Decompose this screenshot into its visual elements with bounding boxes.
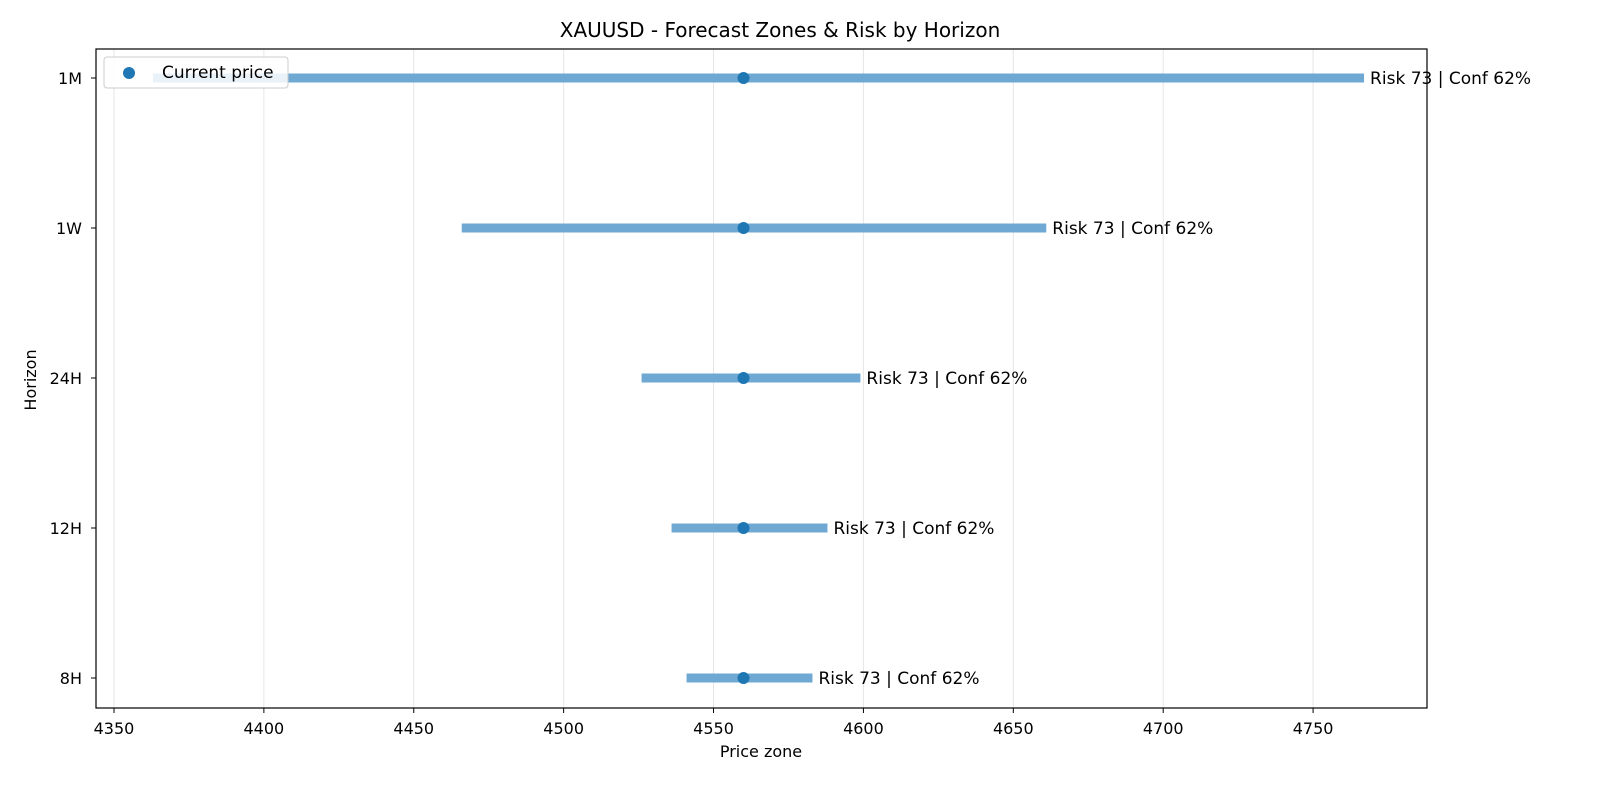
marker-layer xyxy=(737,72,750,684)
annotation-layer: Risk 73 | Conf 62% Risk 73 | Conf 62% Risk… xyxy=(818,69,1531,689)
y-tick-label: 1M xyxy=(58,69,82,88)
annotation-12h: Risk 73 | Conf 62% xyxy=(833,519,994,539)
annotation-1w: Risk 73 | Conf 62% xyxy=(1052,219,1213,239)
legend-marker xyxy=(123,67,135,79)
x-tick-label: 4600 xyxy=(843,719,884,738)
y-tick-label: 12H xyxy=(50,519,82,538)
range-bar-24h xyxy=(641,373,861,383)
range-layer xyxy=(152,73,1365,683)
y-ticks: 8H 12H 24H 1W 1M xyxy=(50,69,96,688)
current-price-marker-12h xyxy=(737,522,750,534)
y-tick-label: 1W xyxy=(56,219,82,238)
legend-box xyxy=(103,56,289,89)
x-ticks: 4350 4400 4450 4500 4550 4600 4650 4700 4750 xyxy=(94,708,1334,738)
x-tick-label: 4500 xyxy=(543,719,584,738)
current-price-marker-1w xyxy=(737,222,750,234)
x-tick-label: 4650 xyxy=(993,719,1034,738)
range-bar-1w xyxy=(461,223,1047,233)
x-tick-label: 4550 xyxy=(693,719,734,738)
x-tick-label: 4400 xyxy=(244,719,285,738)
range-bar-1m xyxy=(152,73,1365,83)
annotation-8h: Risk 73 | Conf 62% xyxy=(818,669,979,689)
x-tick-label: 4700 xyxy=(1143,719,1184,738)
current-price-marker-8h xyxy=(737,672,750,684)
y-axis-label: Horizon xyxy=(21,349,40,410)
chart-title: XAUUSD - Forecast Zones & Risk by Horizo… xyxy=(560,18,1001,42)
y-tick-label: 24H xyxy=(50,369,82,388)
x-tick-label: 4350 xyxy=(94,719,135,738)
current-price-marker-24h xyxy=(737,372,750,384)
annotation-24h: Risk 73 | Conf 62% xyxy=(866,369,1027,389)
y-tick-label: 8H xyxy=(60,669,82,688)
x-axis-label: Price zone xyxy=(720,742,802,761)
current-price-marker-1m xyxy=(737,72,750,84)
x-tick-label: 4450 xyxy=(393,719,434,738)
annotation-1m: Risk 73 | Conf 62% xyxy=(1370,69,1531,89)
x-tick-label: 4750 xyxy=(1293,719,1334,738)
legend-label: Current price xyxy=(162,63,274,83)
legend: Current price xyxy=(103,56,289,89)
